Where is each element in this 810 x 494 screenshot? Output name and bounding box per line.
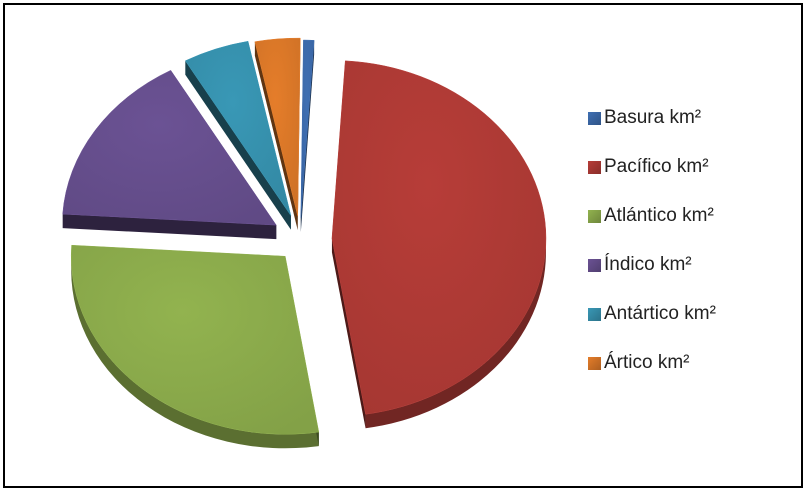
pie-slice-face-1-1 <box>331 238 366 429</box>
legend-swatch <box>588 308 601 321</box>
legend-label: Índico km² <box>604 254 692 275</box>
pie-slice-3 <box>62 69 277 226</box>
legend-label: Atlántico km² <box>604 205 714 226</box>
legend-label: Ártico km² <box>604 352 690 373</box>
chart-legend: Basura km² Pacífico km² Atlántico km² Índic… <box>588 100 716 394</box>
pie-slice-5 <box>254 37 301 217</box>
pie-slice-face-5-0 <box>254 41 298 231</box>
legend-label: Pacífico km² <box>604 156 709 177</box>
legend-label: Basura km² <box>604 107 702 128</box>
legend-item: Antártico km² <box>588 296 716 345</box>
legend-item: Atlántico km² <box>588 198 716 247</box>
pie-slice-face-3-0 <box>62 214 277 240</box>
legend-swatch <box>588 161 601 174</box>
legend-item: Ártico km² <box>588 345 716 394</box>
legend-swatch <box>588 112 601 125</box>
legend-label: Antártico km² <box>604 303 716 324</box>
legend-swatch <box>588 357 601 370</box>
pie-slice-side-1 <box>365 238 546 429</box>
legend-item: Basura km² <box>588 100 716 149</box>
legend-item: Pacífico km² <box>588 149 716 198</box>
pie-slice-1 <box>331 60 547 415</box>
legend-item: Índico km² <box>588 247 716 296</box>
pie-slice-4 <box>184 40 292 216</box>
legend-swatch <box>588 259 601 272</box>
pie-slice-face-0-1 <box>300 40 315 233</box>
pie-slice-0 <box>300 39 315 219</box>
legend-swatch <box>588 210 601 223</box>
pie-slice-2 <box>70 244 320 435</box>
pie-slice-face-4-0 <box>185 60 291 230</box>
